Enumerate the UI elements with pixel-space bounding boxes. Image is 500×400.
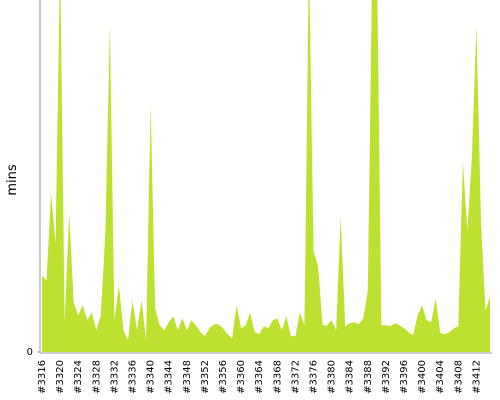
x-tick-label: #3336: [128, 360, 139, 394]
x-tick-label: #3356: [218, 360, 229, 394]
x-tick-label: #3364: [254, 360, 265, 394]
x-tick-label: #3320: [55, 360, 66, 394]
x-tick-label: #3328: [91, 360, 102, 394]
y-axis-label: mins: [5, 164, 20, 196]
x-tick-label: #3368: [272, 360, 283, 394]
x-tick-label: #3352: [200, 360, 211, 394]
x-tick-label: #3348: [182, 360, 193, 394]
x-tick-label: #3384: [345, 360, 356, 394]
x-tick-label: #3344: [164, 360, 175, 394]
x-tick-label: #3408: [453, 360, 464, 394]
y-tick-label: 0: [27, 347, 33, 358]
x-tick-label: #3324: [73, 360, 84, 394]
x-tick-label: #3332: [109, 360, 120, 394]
x-tick-label: #3392: [381, 360, 392, 394]
x-tick-label: #3396: [399, 360, 410, 394]
x-tick-label: #3388: [363, 360, 374, 394]
x-tick-label: #3316: [37, 360, 48, 394]
x-tick-label: #3360: [236, 360, 247, 394]
x-tick-label: #3376: [309, 360, 320, 394]
x-tick-label: #3404: [435, 360, 446, 394]
x-tick-label: #3400: [417, 360, 428, 394]
x-tick-label: #3372: [290, 360, 301, 394]
x-tick-label: #3380: [327, 360, 338, 394]
x-tick-label: #3340: [146, 360, 157, 394]
area: [42, 0, 490, 352]
x-tick-label: #3412: [471, 360, 482, 394]
